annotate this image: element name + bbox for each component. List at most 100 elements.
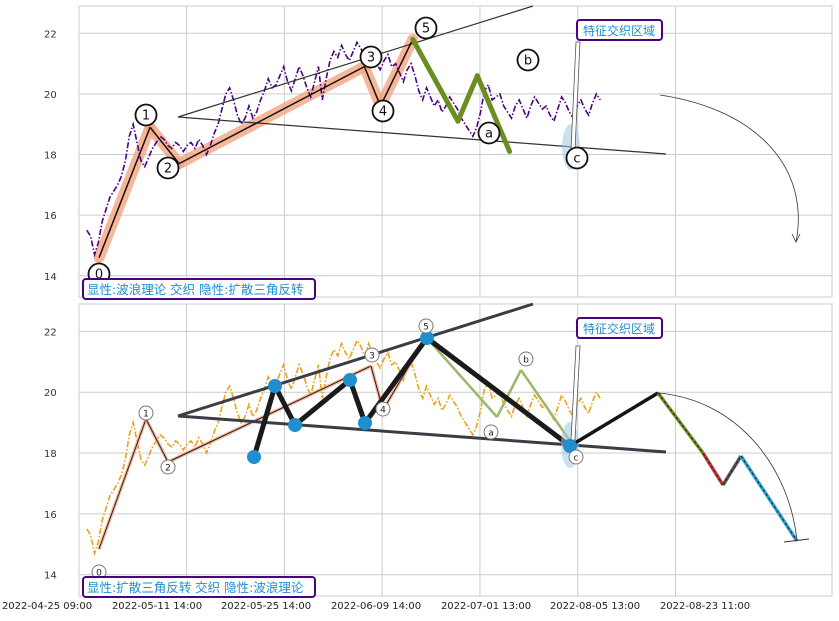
triangle-node-marker [358, 416, 372, 430]
impulse-wave-segment [98, 126, 151, 258]
forecast-segment-dash [702, 452, 724, 486]
wave-label: 1 [143, 410, 149, 420]
x-tick-label: 2022-05-25 14:00 [221, 601, 311, 612]
triangle-lower-line [177, 414, 667, 454]
wave-label: 2 [164, 162, 172, 177]
correction-wave-segment [495, 369, 523, 418]
callout-box [576, 317, 663, 339]
triangle-node-marker [268, 379, 282, 393]
wave-label-marker [483, 424, 499, 440]
x-tick-label: 2022-08-05 13:00 [550, 601, 640, 612]
wave-label-marker [134, 103, 158, 127]
wave-label: 3 [367, 51, 375, 66]
correction-wave-segment [455, 73, 480, 124]
callout-pointer [570, 345, 581, 441]
wave-label-marker [568, 449, 584, 465]
wave-label: b [523, 356, 529, 366]
callout-box [576, 19, 663, 41]
wave-label-marker [477, 121, 501, 145]
x-tick-label: 2022-05-11 14:00 [112, 601, 202, 612]
plot-area [78, 303, 833, 597]
triangle-node-marker [343, 373, 357, 387]
y-tick-label: 16 [44, 510, 57, 521]
wave-label: 4 [379, 105, 387, 120]
wave-label-marker [565, 146, 589, 170]
y-tick-label: 16 [44, 211, 57, 222]
impulse-wave-segment [363, 66, 382, 107]
wave-label: c [573, 152, 580, 167]
wave-label-marker [138, 405, 154, 421]
y-tick-label: 22 [44, 29, 57, 40]
impulse-wave-segment [167, 365, 372, 463]
correction-wave-segment [474, 73, 513, 154]
wave-label: a [485, 127, 493, 142]
caption-text: 显性:扩散三角反转 交织 隐性:波浪理论 [87, 580, 304, 595]
wave-label-marker [516, 48, 540, 72]
triangle-wave-segment [362, 336, 430, 425]
impulse-wave-segment [149, 126, 180, 165]
y-tick-label: 20 [44, 388, 57, 399]
x-tick-label: 2022-04-25 09:00 [2, 601, 92, 612]
y-tick-label: 18 [44, 151, 57, 162]
wave-label-marker [414, 16, 438, 40]
caption-text: 显性:波浪理论 交织 隐性:扩散三角反转 [87, 282, 303, 297]
correction-wave-segment [425, 336, 498, 418]
wave-label-marker [418, 318, 434, 334]
price-series-line [86, 338, 601, 557]
forecast-segment-dash [569, 392, 659, 447]
correction-wave-segment [410, 36, 461, 124]
forecast-segment-dash [657, 392, 704, 454]
wave-label: b [524, 54, 532, 69]
caption-box [82, 576, 316, 598]
wave-label-marker [375, 401, 391, 417]
forecast-arrow-head [791, 233, 801, 243]
callout-text: 特征交织区域 [583, 23, 655, 38]
wave-label: 5 [423, 323, 429, 333]
wave-label: 4 [380, 406, 386, 416]
x-axis: 2022-04-25 09:00 2022-05-11 14:00 2022-05-… [2, 601, 750, 612]
y-tick-label: 14 [44, 571, 57, 582]
triangle-node-marker [247, 450, 261, 464]
forecast-segment-dash [740, 455, 798, 542]
triangle-node-marker [420, 331, 434, 345]
wave-label: 5 [422, 22, 430, 37]
price-series-line [86, 40, 601, 258]
callout-text: 特征交织区域 [583, 321, 655, 336]
impulse-wave-segment [178, 65, 365, 165]
triangle-upper-line [177, 5, 534, 118]
wave-label: 1 [142, 109, 150, 124]
y-tick-label: 18 [44, 449, 57, 460]
triangle-node-marker [563, 439, 577, 453]
wave-label-marker [156, 156, 180, 180]
x-tick-label: 2022-07-01 13:00 [441, 601, 531, 612]
triangle-wave-segment [272, 384, 298, 427]
forecast-arrow-curve [657, 392, 798, 542]
wave-label: c [574, 454, 579, 464]
triangle-upper-line [177, 302, 534, 418]
triangle-wave-segment [425, 336, 572, 448]
correction-wave-segment [519, 369, 572, 442]
y-tick-label: 20 [44, 90, 57, 101]
wave-label: 0 [95, 268, 103, 283]
impulse-wave-segment [145, 418, 169, 463]
wave-label-marker [359, 45, 383, 69]
wave-label-marker [518, 351, 534, 367]
triangle-node-marker [288, 418, 302, 432]
triangle-lower-line [177, 116, 667, 155]
forecast-segment-dash [722, 455, 742, 486]
y-tick-label: 22 [44, 327, 57, 338]
impulse-wave-segment [379, 39, 414, 107]
y-tick-label: 14 [44, 272, 57, 283]
wave-label: 0 [96, 569, 102, 579]
triangle-wave-segment [347, 379, 368, 424]
x-tick-label: 2022-08-23 11:00 [660, 601, 750, 612]
wave-label-marker [371, 99, 395, 123]
impulse-wave-segment [98, 418, 147, 550]
wave-label: 3 [369, 352, 375, 362]
wave-label-marker [160, 459, 176, 475]
triangle-wave-segment [251, 385, 278, 458]
